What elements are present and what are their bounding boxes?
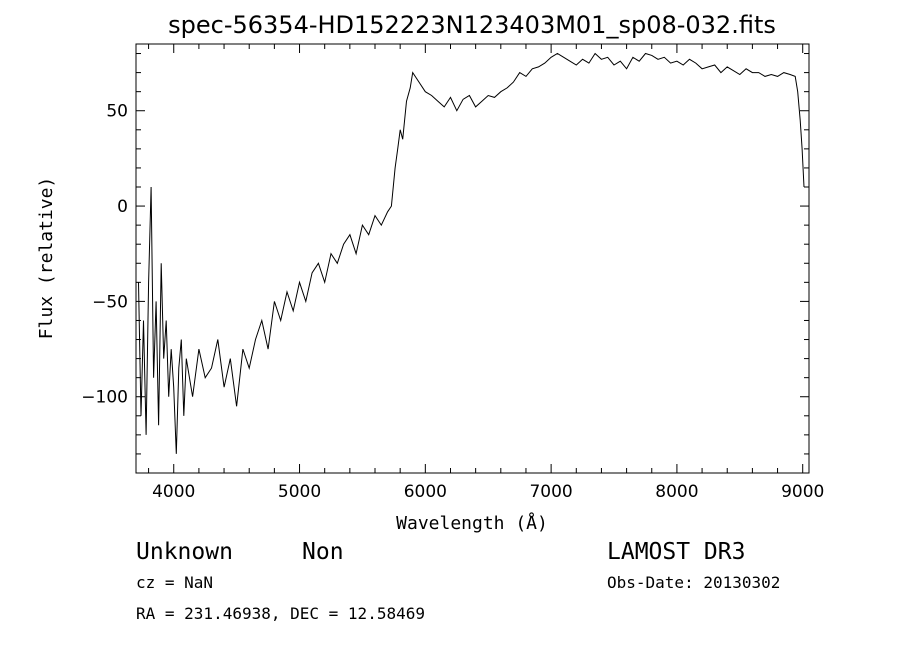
object-class: Unknown [136,539,233,565]
y-tick-label: 0 [117,197,128,217]
coordinates: RA = 231.46938, DEC = 12.58469 [136,604,425,623]
x-tick-label: 8000 [655,482,698,502]
plot-frame [135,43,810,474]
x-axis-label: Wavelength (Å) [396,512,548,534]
y-tick-label: 50 [106,102,128,122]
x-tick-label: 5000 [278,482,321,502]
y-tick-label: −100 [81,388,128,408]
y-axis-label: Flux (relative) [36,177,57,340]
obs-date: Obs-Date: 20130302 [607,573,780,592]
y-tick-label: −50 [92,292,128,312]
survey-label: LAMOST DR3 [607,539,745,565]
x-tick-label: 6000 [404,482,447,502]
cz-value: cz = NaN [136,573,213,592]
x-tick-label: 4000 [152,482,195,502]
x-tick-label: 7000 [529,482,572,502]
object-subclass: Non [302,539,344,565]
x-tick-label: 9000 [781,482,824,502]
axis-ticks [136,44,809,473]
spectrum-line [138,52,805,454]
chart-title: spec-56354-HD152223N123403M01_sp08-032.f… [168,11,776,39]
axis-tick-labels: 4000 5000 6000 7000 8000 9000 −100 −50 0 50 [81,102,824,502]
